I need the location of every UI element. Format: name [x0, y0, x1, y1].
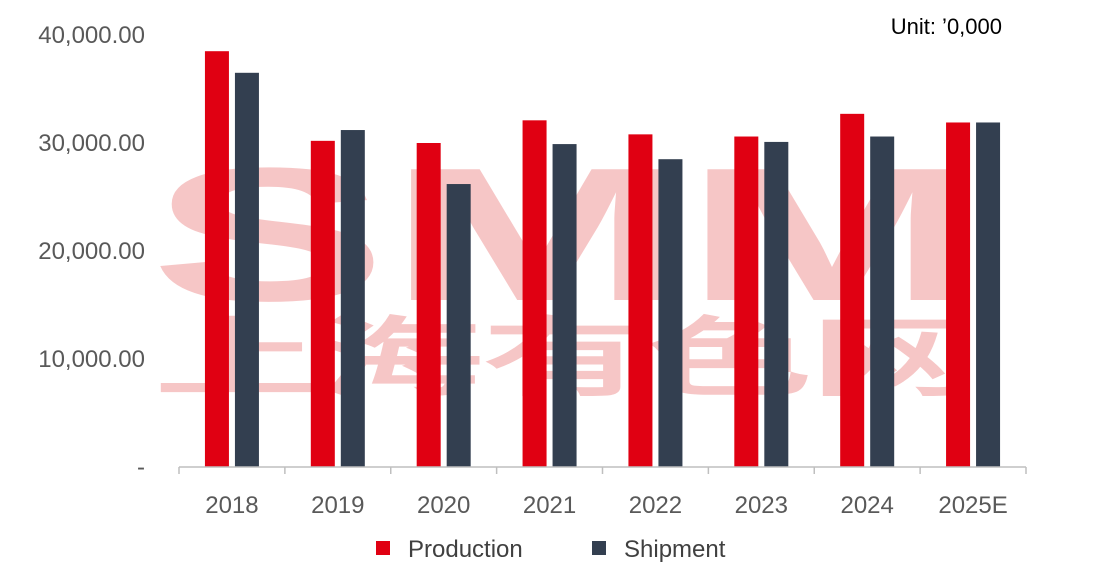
x-tick-label: 2025E — [938, 492, 1007, 519]
unit-label: Unit: ’0,000 — [891, 14, 1002, 39]
bar-shipment-2018 — [234, 72, 259, 468]
legend-swatch-production — [376, 541, 390, 555]
bar-shipment-2024 — [870, 136, 895, 467]
x-tick-label: 2023 — [735, 492, 788, 519]
x-tick-label: 2018 — [205, 492, 258, 519]
bar-production-2018 — [204, 51, 229, 467]
bar-shipment-2023 — [764, 141, 789, 468]
bar-production-2024 — [840, 113, 865, 467]
y-tick-label: 30,000.00 — [38, 130, 145, 157]
bar-shipment-2025e — [976, 122, 1001, 467]
legend-label-production: Production — [408, 536, 523, 562]
legend-swatch-shipment — [592, 541, 606, 555]
bar-shipment-2021 — [552, 144, 577, 467]
bars-layer — [204, 51, 1001, 468]
y-tick-label: 10,000.00 — [38, 346, 145, 373]
legend-label-shipment: Shipment — [624, 536, 726, 562]
x-tick-label: 2024 — [840, 492, 893, 519]
axes-layer: - 10,000.00 20,000.00 30,000.00 40,000.00 201… — [38, 22, 1027, 519]
legend: Production Shipment — [376, 536, 726, 562]
x-tick-label: 2021 — [523, 492, 576, 519]
y-tick-label: 20,000.00 — [38, 238, 145, 265]
bar-production-2019 — [310, 140, 335, 467]
x-tick-label: 2020 — [417, 492, 470, 519]
bar-production-2020 — [416, 143, 441, 467]
bar-production-2022 — [628, 134, 653, 468]
bar-shipment-2022 — [658, 159, 683, 467]
bar-production-2021 — [522, 120, 547, 467]
bar-production-2023 — [734, 136, 759, 467]
bar-shipment-2020 — [446, 184, 471, 468]
y-tick-label: 40,000.00 — [38, 22, 145, 49]
x-tick-label: 2022 — [629, 492, 682, 519]
bar-shipment-2019 — [340, 130, 365, 468]
bar-production-2025e — [946, 122, 971, 467]
y-tick-label: - — [137, 454, 145, 481]
x-tick-label: 2019 — [311, 492, 364, 519]
